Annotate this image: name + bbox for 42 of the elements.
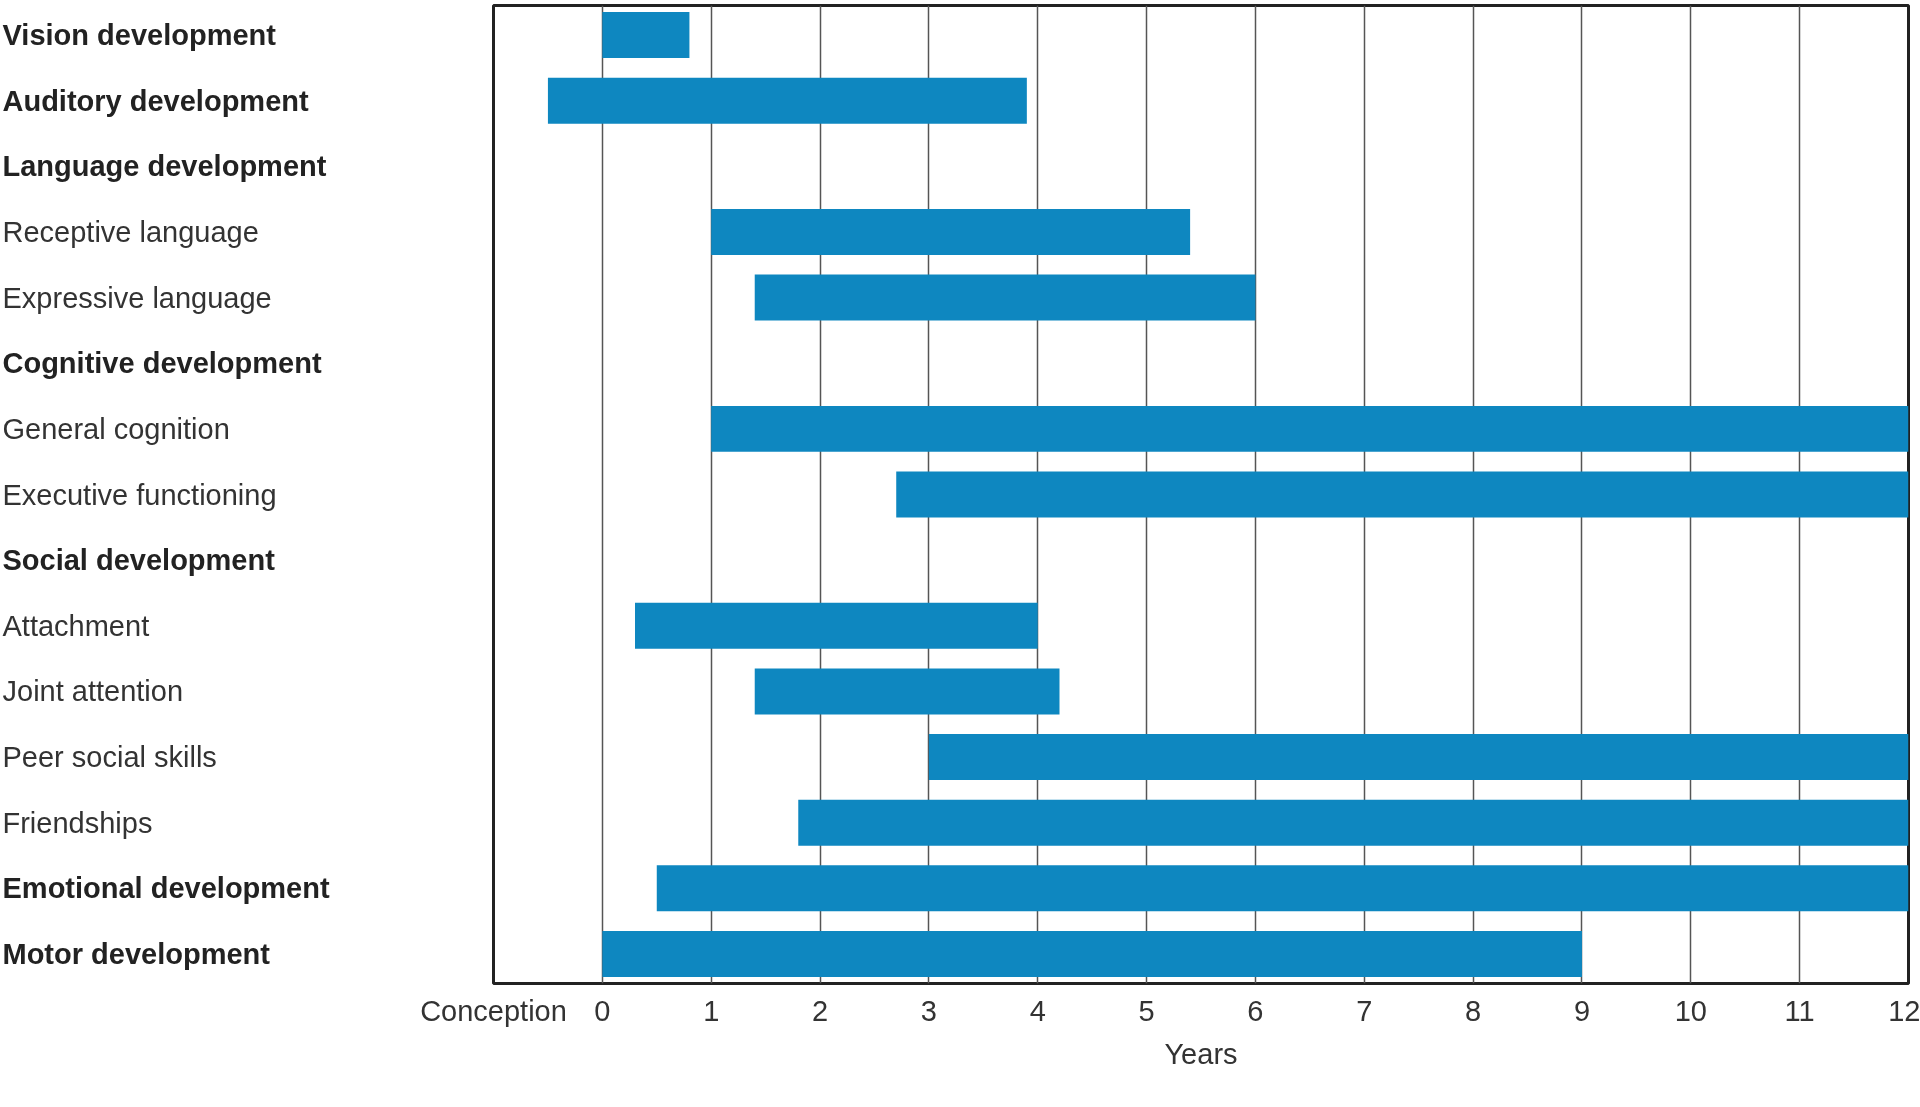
x-tick-label: Conception bbox=[420, 994, 567, 1027]
x-tick-label: 10 bbox=[1674, 994, 1707, 1027]
y-tick-label: Friendships bbox=[2, 806, 153, 839]
x-tick-label: 12 bbox=[1888, 994, 1920, 1027]
y-tick-label: Receptive language bbox=[2, 215, 259, 248]
y-tick-label: Social development bbox=[2, 544, 276, 577]
y-tick-label: Peer social skills bbox=[2, 741, 217, 774]
bar bbox=[754, 274, 1256, 321]
x-tick-label: 4 bbox=[1029, 994, 1046, 1027]
x-tick-label: 6 bbox=[1247, 994, 1264, 1027]
x-tick-label: 1 bbox=[703, 994, 720, 1027]
y-tick-label: Vision development bbox=[2, 19, 277, 52]
bar bbox=[798, 799, 1909, 846]
y-tick-label: Emotional development bbox=[2, 872, 330, 905]
bar bbox=[711, 405, 1909, 452]
bar bbox=[635, 602, 1038, 649]
bar bbox=[711, 208, 1191, 255]
bar bbox=[928, 734, 1909, 781]
bar bbox=[754, 668, 1060, 715]
y-tick-label: General cognition bbox=[2, 412, 230, 445]
bar bbox=[896, 471, 1909, 518]
y-tick-label: Motor development bbox=[2, 937, 271, 970]
x-axis-title: Years bbox=[1164, 1037, 1238, 1070]
y-tick-label: Cognitive development bbox=[2, 347, 322, 380]
y-tick-label: Attachment bbox=[2, 609, 150, 642]
x-tick-label: 3 bbox=[920, 994, 937, 1027]
y-tick-label: Expressive language bbox=[2, 281, 272, 314]
x-tick-label: 2 bbox=[811, 994, 829, 1027]
x-tick-label: 0 bbox=[594, 994, 611, 1027]
x-tick-label: 9 bbox=[1573, 994, 1591, 1027]
bar bbox=[656, 865, 1909, 912]
x-tick-label: 5 bbox=[1138, 994, 1155, 1027]
bar bbox=[602, 930, 1582, 977]
y-tick-label: Executive functioning bbox=[2, 478, 277, 511]
bar bbox=[547, 77, 1027, 124]
x-tick-label: 8 bbox=[1465, 994, 1482, 1027]
x-tick-label: 7 bbox=[1356, 994, 1373, 1027]
x-tick-label: 11 bbox=[1784, 994, 1815, 1027]
bar bbox=[602, 12, 690, 59]
y-tick-label: Auditory development bbox=[2, 84, 309, 117]
y-tick-label: Joint attention bbox=[2, 675, 184, 708]
y-tick-label: Language development bbox=[2, 150, 327, 183]
